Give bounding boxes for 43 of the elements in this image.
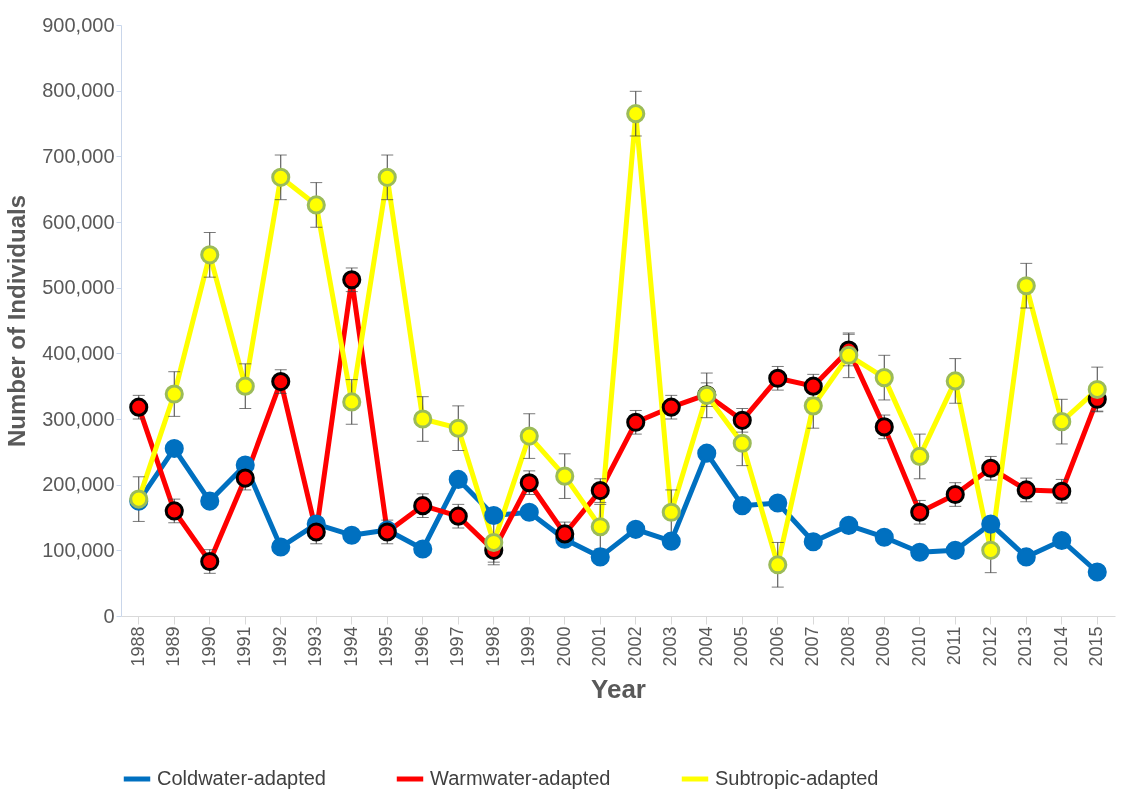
x-tick-label: 2009 bbox=[873, 626, 894, 667]
x-tick-label: 2006 bbox=[766, 626, 787, 667]
x-tick-label: 2000 bbox=[553, 626, 574, 667]
x-tick-label: 1997 bbox=[447, 626, 468, 667]
x-tick-label: 2002 bbox=[624, 626, 645, 667]
legend-label: Subtropic-adapted bbox=[715, 767, 879, 789]
x-tick-label: 2015 bbox=[1086, 626, 1107, 667]
x-tick-label: 1992 bbox=[269, 626, 290, 667]
x-tick-label: 2005 bbox=[731, 626, 752, 667]
x-tick-label: 2010 bbox=[908, 626, 929, 667]
x-tick-label: 1995 bbox=[376, 626, 397, 667]
y-tick-label: 100,000 bbox=[42, 538, 115, 561]
x-tick-label: 2012 bbox=[979, 626, 1000, 667]
x-tick-label: 1988 bbox=[127, 626, 148, 667]
x-tick-label: 1991 bbox=[234, 626, 255, 667]
x-tick-label: 1996 bbox=[411, 626, 432, 667]
x-tick-label: 2001 bbox=[589, 626, 610, 667]
y-tick-label: 600,000 bbox=[42, 210, 115, 233]
x-tick-label: 1998 bbox=[482, 626, 503, 667]
x-tick-label: 2013 bbox=[1015, 626, 1036, 667]
x-tick-label: 2003 bbox=[660, 626, 681, 667]
x-tick-label: 2008 bbox=[837, 626, 858, 667]
y-axis-title: Number of Individuals bbox=[3, 194, 31, 448]
x-tick-label: 2004 bbox=[695, 626, 716, 667]
y-tick-label: 200,000 bbox=[42, 473, 115, 496]
y-tick-label: 900,000 bbox=[42, 13, 115, 36]
y-tick-label: 700,000 bbox=[42, 144, 115, 167]
y-tick-label: 400,000 bbox=[42, 341, 115, 364]
x-tick-label: 1994 bbox=[340, 626, 361, 667]
x-tick-label: 1999 bbox=[518, 626, 539, 667]
x-tick-label: 2007 bbox=[802, 626, 823, 667]
x-tick-label: 1993 bbox=[305, 626, 326, 667]
x-tick-label: 2014 bbox=[1050, 626, 1071, 667]
x-axis-title: Year bbox=[591, 673, 646, 704]
legend-label: Coldwater-adapted bbox=[157, 767, 326, 789]
x-tick-label: 2011 bbox=[944, 626, 965, 666]
legend-label: Warmwater-adapted bbox=[430, 767, 611, 789]
y-tick-label: 500,000 bbox=[42, 276, 115, 299]
y-tick-label: 800,000 bbox=[42, 79, 115, 102]
x-tick-label: 1990 bbox=[198, 626, 219, 667]
x-tick-label: 1989 bbox=[163, 626, 184, 667]
y-tick-label: 0 bbox=[103, 604, 115, 627]
y-tick-label: 300,000 bbox=[42, 407, 115, 430]
